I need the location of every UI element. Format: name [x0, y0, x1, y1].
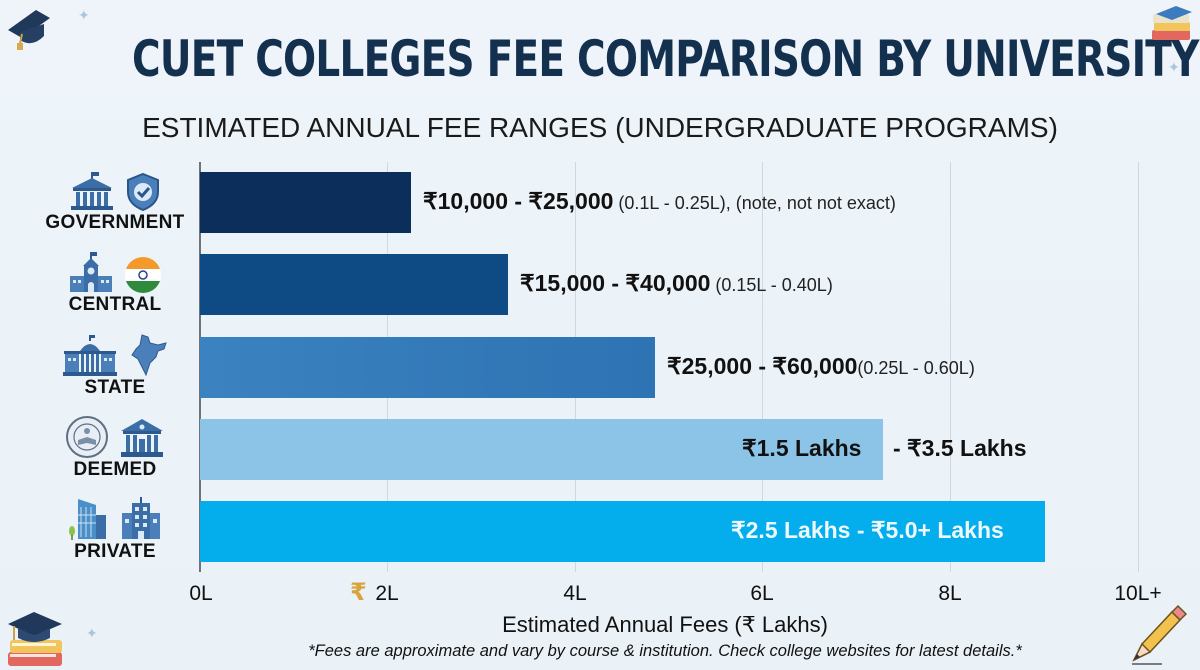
bar-label-note: (0.25L - 0.60L) [857, 358, 975, 378]
gridline-8L [950, 162, 951, 572]
bar-government [200, 172, 411, 233]
category-central: CENTRAL [30, 252, 200, 316]
category-label: DEEMED [73, 459, 157, 480]
sparkle-icon: ✦ [1168, 60, 1180, 76]
bar-central [200, 254, 508, 315]
bar-label-note: (0.1L - 0.25L), (note, not not exact) [613, 193, 896, 213]
bar-label-deemed-inside: ₹1.5 Lakhs [742, 435, 861, 462]
bar-label-deemed-outside: - ₹3.5 Lakhs [893, 435, 1027, 462]
x-tick-0: 0L [189, 582, 213, 605]
bar-label-central: ₹15,000 - ₹40,000 (0.15L - 0.40L) [520, 270, 833, 297]
rupee-icon: ₹ [350, 578, 367, 606]
x-tick-6: 6L [750, 582, 774, 605]
bar-label-note: - ₹3.5 Lakhs [893, 435, 1027, 461]
footnote: *Fees are approximate and vary by course… [308, 642, 1022, 660]
university-seal-icon [66, 416, 108, 458]
x-tick-8: 8L [938, 582, 962, 605]
category-state: STATE [30, 334, 200, 399]
bar-label-private: ₹2.5 Lakhs - ₹5.0+ Lakhs [731, 517, 1004, 544]
office-tower-icon [69, 499, 106, 540]
category-label: CENTRAL [68, 294, 162, 315]
india-map-icon [131, 334, 167, 377]
category-label: PRIVATE [74, 541, 156, 562]
bar-private [200, 501, 1045, 562]
x-tick-2: 2L [375, 582, 399, 605]
sparkle-icon: ✦ [78, 8, 90, 24]
category-label: GOVERNMENT [45, 212, 185, 233]
bar-label-main: ₹15,000 - ₹40,000 [520, 270, 711, 296]
x-tick-10: 10L+ [1114, 582, 1162, 605]
bar-state [200, 337, 655, 398]
category-private: PRIVATE [30, 497, 200, 563]
category-government: GOVERNMENT [30, 170, 200, 234]
bar-label-note: (0.15L - 0.40L) [710, 275, 833, 295]
bar-label-main: ₹1.5 Lakhs [742, 435, 862, 461]
bar-label-main: ₹2.5 Lakhs - ₹5.0+ Lakhs [731, 517, 1004, 543]
bar-deemed [200, 419, 883, 480]
x-axis-label: Estimated Annual Fees (₹ Lakhs) [502, 612, 828, 637]
page-subtitle: ESTIMATED ANNUAL FEE RANGES (UNDERGRADUA… [142, 112, 1058, 143]
government-building-icon [71, 172, 113, 210]
pencil-icon [1132, 604, 1188, 665]
bar-label-state: ₹25,000 - ₹60,000(0.25L - 0.60L) [667, 353, 975, 380]
gridline-10L [1138, 162, 1139, 572]
sparkle-icon: ✦ [86, 626, 98, 642]
apartment-building-icon [122, 497, 160, 539]
capitol-dome-building-icon [63, 335, 117, 376]
page-title: CUET COLLEGES FEE COMPARISON BY UNIVERSI… [132, 30, 1200, 88]
museum-building-icon [121, 419, 163, 457]
books-with-cap-icon [8, 612, 62, 666]
gridline-6L [762, 162, 763, 572]
category-deemed: DEEMED [30, 416, 200, 481]
books-stack-icon [1152, 6, 1192, 40]
x-tick-4: 4L [563, 582, 587, 605]
bar-label-main: ₹25,000 - ₹60,000 [667, 353, 858, 379]
bar-label-government: ₹10,000 - ₹25,000 (0.1L - 0.25L), (note,… [423, 188, 896, 215]
graduation-cap-icon [8, 10, 50, 50]
category-label: STATE [84, 377, 146, 398]
clock-tower-building-icon [70, 252, 112, 292]
india-flag-icon [125, 257, 161, 293]
bar-label-main: ₹10,000 - ₹25,000 [423, 188, 614, 214]
shield-check-icon [127, 172, 159, 212]
